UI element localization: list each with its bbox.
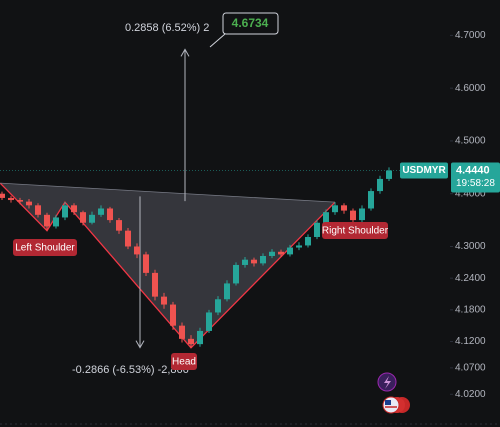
candle-body <box>143 254 149 273</box>
y-tick-label: 4.7000 <box>455 30 486 41</box>
candle-body <box>251 259 257 264</box>
candle-body <box>341 205 347 211</box>
candle-body <box>278 251 284 255</box>
candle-body <box>359 208 365 221</box>
candle-body <box>116 220 122 231</box>
price-label: 4.4440 <box>456 164 490 176</box>
candle-body <box>26 201 32 206</box>
candle-body <box>89 214 95 223</box>
annotation: Left Shoulder <box>13 239 77 256</box>
neckline <box>0 182 336 203</box>
candle-body <box>296 245 302 248</box>
candle-body <box>269 251 275 256</box>
candle-body <box>260 255 266 264</box>
arrow-head <box>180 48 190 57</box>
candle-body <box>17 200 23 202</box>
candle-body <box>125 230 131 247</box>
candle-body <box>233 264 239 284</box>
candle-body <box>134 246 140 255</box>
candle-body <box>197 330 203 345</box>
candle-body <box>350 210 356 221</box>
candle-body <box>206 312 212 331</box>
candle-body <box>242 259 248 265</box>
y-tick-label: 4.6000 <box>455 83 486 94</box>
candle-body <box>287 247 293 255</box>
y-tick-label: 4.4000 <box>455 188 486 199</box>
annotation-box <box>322 222 388 239</box>
candle-body <box>0 193 5 198</box>
target-label: 4.6734 <box>232 16 269 30</box>
arrow-head <box>135 340 145 349</box>
annotation-box <box>171 353 197 370</box>
candle-body <box>8 197 14 201</box>
candle-body <box>314 222 320 237</box>
y-tick-label: 4.5000 <box>455 136 486 147</box>
candle-body <box>98 208 104 215</box>
candle-body <box>71 205 77 213</box>
candle-body <box>170 304 176 326</box>
annotation-label: Head <box>172 357 196 368</box>
candle-body <box>161 296 167 305</box>
y-tick-label: 4.1800 <box>455 304 486 315</box>
candle-body <box>188 338 194 345</box>
candle-body <box>80 212 86 223</box>
symbol-box <box>400 162 448 179</box>
flag-detail <box>385 400 391 405</box>
candle-body <box>44 214 50 227</box>
y-tick-label: 4.2400 <box>455 273 486 284</box>
drop-label: -0.2866 (-6.53%) -2,866 <box>72 364 189 376</box>
candle-body <box>305 236 311 246</box>
candle-body <box>62 205 68 218</box>
pattern-area <box>0 183 335 348</box>
candle-body <box>107 208 113 221</box>
candle-body <box>152 272 158 297</box>
candle-body <box>386 170 392 179</box>
y-tick-label: 4.0200 <box>455 389 486 400</box>
annotation-box <box>13 239 77 256</box>
candle-body <box>368 191 374 209</box>
y-tick-label: 4.1200 <box>455 336 486 347</box>
y-tick-label: 4.0700 <box>455 363 486 374</box>
candle-body <box>332 205 338 213</box>
target-box <box>222 12 279 35</box>
candle-body <box>323 212 329 223</box>
countdown-label: 19:58:28 <box>456 178 495 189</box>
annotation: Right Shoulder <box>322 222 389 239</box>
candle-body <box>53 217 59 227</box>
projection-label: 0.2858 (6.52%) 2 <box>125 22 209 34</box>
candle-body <box>224 283 230 300</box>
y-tick-label: 4.3000 <box>455 241 486 252</box>
annotation-label: Right Shoulder <box>322 226 389 237</box>
price-box <box>451 162 500 193</box>
candle-body <box>179 325 185 339</box>
candle-body <box>215 299 221 313</box>
annotation-label: Left Shoulder <box>15 243 75 254</box>
callout-line <box>209 33 226 48</box>
annotation: Head <box>171 353 197 370</box>
candle-body <box>377 178 383 192</box>
plot-area: 4.7000 4.6000 4.5000 4.4000 4.3000 4.2400 4.18… <box>0 12 500 400</box>
lightning-icon <box>384 376 391 389</box>
symbol-label: USDMYR <box>402 165 446 176</box>
candle-body <box>35 205 41 215</box>
